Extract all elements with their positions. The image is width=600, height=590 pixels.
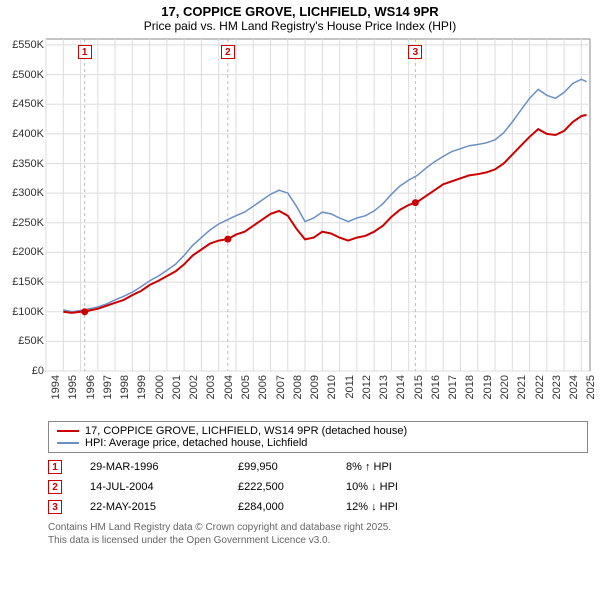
y-tick-label: £250K [8, 217, 44, 229]
x-tick-label: 2005 [240, 375, 252, 405]
legend-swatch [57, 442, 79, 444]
x-tick-label: 2016 [430, 375, 442, 405]
legend-label: HPI: Average price, detached house, Lich… [85, 437, 307, 449]
x-tick-label: 2009 [309, 375, 321, 405]
x-tick-label: 2015 [413, 375, 425, 405]
sale-date: 14-JUL-2004 [90, 481, 210, 493]
page-title: 17, COPPICE GROVE, LICHFIELD, WS14 9PR [0, 0, 600, 19]
sale-price: £99,950 [238, 461, 318, 473]
x-tick-label: 2006 [257, 375, 269, 405]
sales-row: 3 22-MAY-2015 £284,000 12% ↓ HPI [48, 497, 588, 517]
legend: 17, COPPICE GROVE, LICHFIELD, WS14 9PR (… [48, 421, 588, 453]
chart-svg [8, 37, 592, 417]
sales-table: 1 29-MAR-1996 £99,950 8% ↑ HPI 2 14-JUL-2004 £… [48, 457, 588, 517]
x-tick-label: 2012 [361, 375, 373, 405]
x-tick-label: 1995 [67, 375, 79, 405]
sales-row: 1 29-MAR-1996 £99,950 8% ↑ HPI [48, 457, 588, 477]
legend-item: 17, COPPICE GROVE, LICHFIELD, WS14 9PR (… [57, 425, 579, 437]
y-tick-label: £350K [8, 158, 44, 170]
x-tick-label: 1998 [119, 375, 131, 405]
y-tick-label: £300K [8, 187, 44, 199]
x-tick-label: 2025 [585, 375, 597, 405]
x-tick-label: 2001 [171, 375, 183, 405]
x-tick-label: 2002 [188, 375, 200, 405]
x-tick-label: 2008 [292, 375, 304, 405]
x-tick-label: 2003 [205, 375, 217, 405]
sale-marker: 1 [48, 460, 62, 474]
x-tick-label: 2020 [499, 375, 511, 405]
x-tick-label: 2023 [551, 375, 563, 405]
x-tick-label: 1994 [50, 375, 62, 405]
sale-marker: 2 [48, 480, 62, 494]
x-tick-label: 2022 [534, 375, 546, 405]
sale-price: £222,500 [238, 481, 318, 493]
sale-marker: 1 [78, 45, 92, 59]
y-tick-label: £150K [8, 276, 44, 288]
x-tick-label: 2021 [516, 375, 528, 405]
x-tick-label: 2019 [482, 375, 494, 405]
x-tick-label: 2014 [395, 375, 407, 405]
y-tick-label: £0 [8, 365, 44, 377]
sale-delta: 10% ↓ HPI [346, 481, 426, 493]
x-tick-label: 1996 [85, 375, 97, 405]
x-tick-label: 2000 [154, 375, 166, 405]
x-tick-label: 2004 [223, 375, 235, 405]
sale-marker: 3 [408, 45, 422, 59]
sale-date: 29-MAR-1996 [90, 461, 210, 473]
legend-swatch [57, 430, 79, 432]
y-tick-label: £500K [8, 69, 44, 81]
x-tick-label: 2010 [326, 375, 338, 405]
sale-date: 22-MAY-2015 [90, 501, 210, 513]
attribution-line1: Contains HM Land Registry data © Crown c… [48, 521, 588, 534]
attribution-line2: This data is licensed under the Open Gov… [48, 534, 588, 547]
chart-area: £0 £50K £100K £150K £200K £250K £300K £350K £400… [8, 37, 592, 417]
x-tick-label: 1999 [136, 375, 148, 405]
y-tick-label: £400K [8, 128, 44, 140]
legend-item: HPI: Average price, detached house, Lich… [57, 437, 579, 449]
y-tick-label: £50K [8, 335, 44, 347]
x-tick-label: 2017 [447, 375, 459, 405]
sales-row: 2 14-JUL-2004 £222,500 10% ↓ HPI [48, 477, 588, 497]
x-tick-label: 2007 [275, 375, 287, 405]
y-tick-label: £200K [8, 246, 44, 258]
y-tick-label: £450K [8, 98, 44, 110]
page-subtitle: Price paid vs. HM Land Registry's House … [0, 19, 600, 37]
x-tick-label: 2024 [568, 375, 580, 405]
attribution: Contains HM Land Registry data © Crown c… [48, 521, 588, 547]
sale-delta: 12% ↓ HPI [346, 501, 426, 513]
sale-delta: 8% ↑ HPI [346, 461, 426, 473]
y-tick-label: £550K [8, 39, 44, 51]
sale-marker: 2 [221, 45, 235, 59]
y-tick-label: £100K [8, 306, 44, 318]
sale-marker: 3 [48, 500, 62, 514]
x-tick-label: 2018 [464, 375, 476, 405]
sale-price: £284,000 [238, 501, 318, 513]
x-tick-label: 2013 [378, 375, 390, 405]
legend-label: 17, COPPICE GROVE, LICHFIELD, WS14 9PR (… [85, 425, 407, 437]
x-tick-label: 2011 [344, 375, 356, 405]
x-tick-label: 1997 [102, 375, 114, 405]
